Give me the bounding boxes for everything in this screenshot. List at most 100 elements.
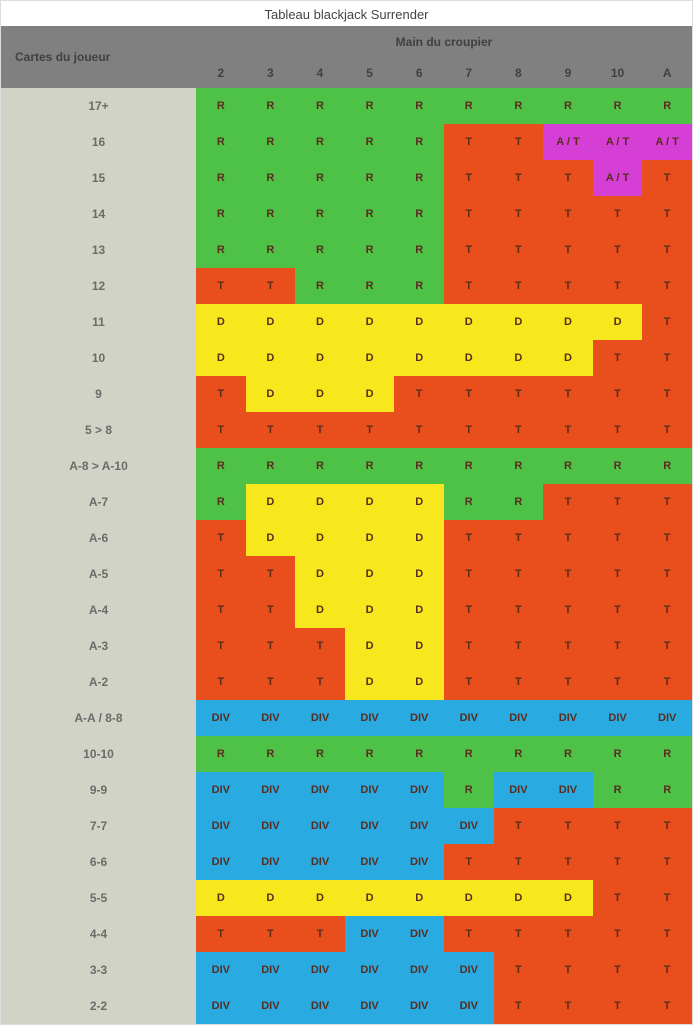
action-cell: T <box>543 952 593 988</box>
action-cell: T <box>593 412 643 448</box>
action-cell: R <box>394 232 444 268</box>
table-row: A-8 > A-10RRRRRRRRRR <box>1 448 692 484</box>
player-hand-label: 5-5 <box>1 880 196 916</box>
action-cell: R <box>394 268 444 304</box>
player-hand-label: A-8 > A-10 <box>1 448 196 484</box>
action-cell: D <box>444 880 494 916</box>
player-hand-label: 4-4 <box>1 916 196 952</box>
action-cell: R <box>444 484 494 520</box>
action-cell: T <box>246 412 296 448</box>
action-cell: T <box>593 232 643 268</box>
table-row: 10DDDDDDDDTT <box>1 340 692 376</box>
action-cell: T <box>642 952 692 988</box>
action-cell: T <box>494 232 544 268</box>
action-cell: A / T <box>642 124 692 160</box>
action-cell: R <box>196 160 246 196</box>
action-cell: R <box>246 232 296 268</box>
action-cell: T <box>543 232 593 268</box>
player-hand-label: 17+ <box>1 88 196 124</box>
action-cell: DIV <box>345 952 395 988</box>
table-row: A-A / 8-8DIVDIVDIVDIVDIVDIVDIVDIVDIVDIV <box>1 700 692 736</box>
action-cell: T <box>543 268 593 304</box>
table-row: 9TDDDTTTTTT <box>1 376 692 412</box>
player-hand-label: 14 <box>1 196 196 232</box>
action-cell: R <box>394 124 444 160</box>
action-cell: T <box>494 412 544 448</box>
action-cell: D <box>394 484 444 520</box>
action-cell: T <box>444 376 494 412</box>
action-cell: T <box>642 232 692 268</box>
player-hand-label: 12 <box>1 268 196 304</box>
action-cell: R <box>593 736 643 772</box>
action-cell: T <box>295 412 345 448</box>
action-cell: DIV <box>295 808 345 844</box>
action-cell: D <box>394 304 444 340</box>
action-cell: T <box>642 340 692 376</box>
action-cell: D <box>444 340 494 376</box>
action-cell: T <box>494 952 544 988</box>
action-cell: D <box>394 592 444 628</box>
action-cell: T <box>196 412 246 448</box>
action-cell: T <box>494 376 544 412</box>
action-cell: T <box>642 304 692 340</box>
table-row: 17+RRRRRRRRRR <box>1 88 692 124</box>
action-cell: D <box>246 880 296 916</box>
action-cell: T <box>642 556 692 592</box>
table-row: 5 > 8TTTTTTTTTT <box>1 412 692 448</box>
action-cell: T <box>246 664 296 700</box>
table-row: A-7RDDDDRRTTT <box>1 484 692 520</box>
action-cell: DIV <box>246 808 296 844</box>
action-cell: D <box>246 484 296 520</box>
action-cell: T <box>444 196 494 232</box>
action-cell: D <box>295 304 345 340</box>
action-cell: T <box>196 628 246 664</box>
action-cell: D <box>295 340 345 376</box>
action-cell: T <box>494 844 544 880</box>
player-hand-label: A-A / 8-8 <box>1 700 196 736</box>
action-cell: D <box>196 880 246 916</box>
dealer-card-7: 7 <box>444 58 494 88</box>
action-cell: A / T <box>593 160 643 196</box>
player-hand-label: A-6 <box>1 520 196 556</box>
action-cell: R <box>295 736 345 772</box>
table-row: 13RRRRRTTTTT <box>1 232 692 268</box>
player-hand-label: 15 <box>1 160 196 196</box>
action-cell: T <box>642 916 692 952</box>
action-cell: T <box>593 664 643 700</box>
action-cell: T <box>494 268 544 304</box>
action-cell: T <box>196 916 246 952</box>
player-hand-label: 3-3 <box>1 952 196 988</box>
action-cell: T <box>246 556 296 592</box>
action-cell: DIV <box>394 700 444 736</box>
action-cell: D <box>345 880 395 916</box>
table-row: 7-7DIVDIVDIVDIVDIVDIVTTTT <box>1 808 692 844</box>
action-cell: T <box>444 412 494 448</box>
action-cell: T <box>543 628 593 664</box>
table-row: A-4TTDDDTTTTT <box>1 592 692 628</box>
table-row: 9-9DIVDIVDIVDIVDIVRDIVDIVRR <box>1 772 692 808</box>
action-cell: R <box>642 88 692 124</box>
action-cell: T <box>593 988 643 1024</box>
action-cell: T <box>345 412 395 448</box>
action-cell: T <box>543 412 593 448</box>
action-cell: D <box>394 556 444 592</box>
action-cell: R <box>196 448 246 484</box>
action-cell: DIV <box>345 772 395 808</box>
action-cell: D <box>394 880 444 916</box>
table-row: 5-5DDDDDDDDTT <box>1 880 692 916</box>
action-cell: DIV <box>345 844 395 880</box>
action-cell: T <box>642 988 692 1024</box>
player-hand-label: 10-10 <box>1 736 196 772</box>
action-cell: T <box>593 484 643 520</box>
action-cell: T <box>444 592 494 628</box>
action-cell: R <box>394 448 444 484</box>
action-cell: T <box>593 556 643 592</box>
action-cell: DIV <box>444 700 494 736</box>
dealer-card-4: 4 <box>295 58 345 88</box>
action-cell: R <box>196 124 246 160</box>
table-row: 4-4TTTDIVDIVTTTTT <box>1 916 692 952</box>
action-cell: R <box>295 196 345 232</box>
action-cell: T <box>394 412 444 448</box>
action-cell: R <box>246 736 296 772</box>
action-cell: T <box>444 232 494 268</box>
